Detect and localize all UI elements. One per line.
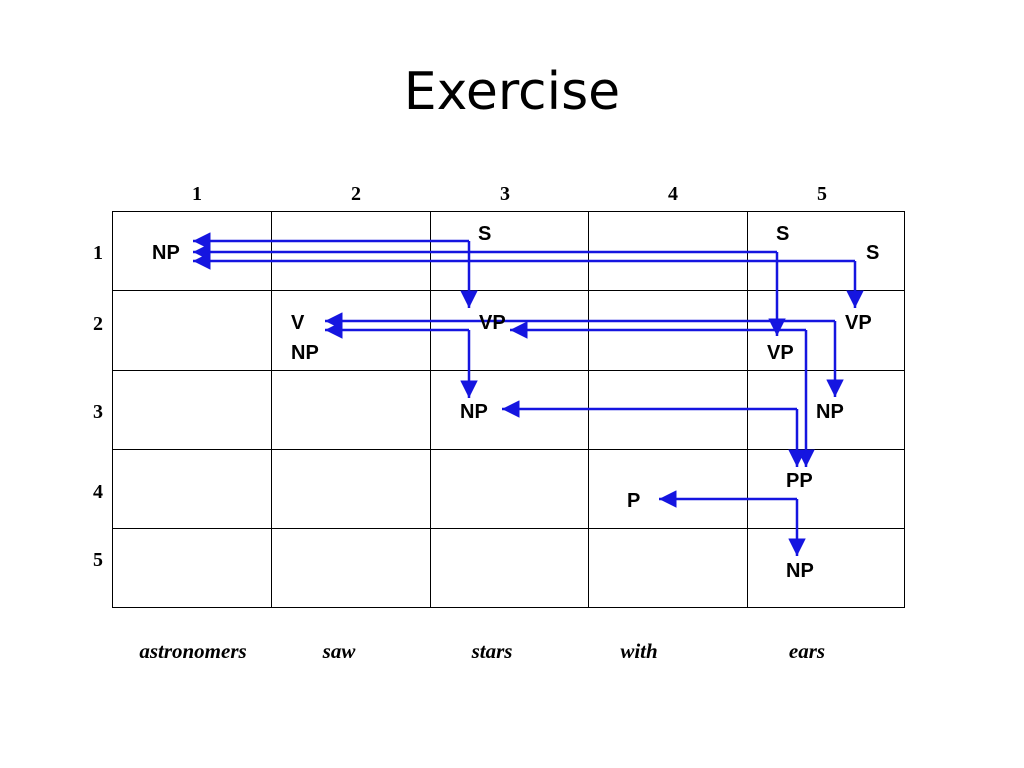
word-1: astronomers — [139, 639, 247, 663]
word-4: with — [620, 639, 658, 663]
cell-label-s-1-5a: S — [776, 223, 790, 245]
word-2: saw — [322, 639, 356, 663]
row-header-4: 4 — [93, 481, 103, 503]
cell-label-v-2-2: V — [291, 312, 305, 334]
cell-label-np-3-3: NP — [460, 401, 488, 423]
row-header-2: 2 — [93, 313, 103, 335]
grid-divider — [113, 528, 904, 529]
cell-label-np-1-1: NP — [152, 242, 180, 264]
column-header-4: 4 — [668, 183, 678, 205]
row-header-1: 1 — [93, 242, 103, 264]
grid-divider — [271, 212, 272, 607]
cell-label-vp-2-5a: VP — [767, 342, 794, 364]
word-3: stars — [471, 639, 513, 663]
row-header-3: 3 — [93, 401, 103, 423]
word-5: ears — [788, 639, 826, 663]
grid-divider — [430, 212, 431, 607]
grid-divider — [113, 449, 904, 450]
cell-label-np-3-5: NP — [816, 401, 844, 423]
column-header-2: 2 — [351, 183, 361, 205]
cell-label-vp-2-3: VP — [479, 312, 506, 334]
cell-label-pp-4-5: PP — [786, 470, 813, 492]
cell-label-s-1-3: S — [478, 223, 492, 245]
cell-label-p-4-4: P — [627, 490, 641, 512]
cell-label-np-2-2: NP — [291, 342, 319, 364]
cell-label-np-5-5: NP — [786, 560, 814, 582]
cell-label-s-1-5b: S — [866, 242, 880, 264]
column-header-5: 5 — [817, 183, 827, 205]
cell-label-vp-2-5b: VP — [845, 312, 872, 334]
column-header-1: 1 — [192, 183, 202, 205]
grid-divider — [113, 370, 904, 371]
column-header-3: 3 — [500, 183, 510, 205]
slide-title: Exercise — [403, 62, 621, 122]
row-header-5: 5 — [93, 549, 103, 571]
grid-divider — [113, 290, 904, 291]
